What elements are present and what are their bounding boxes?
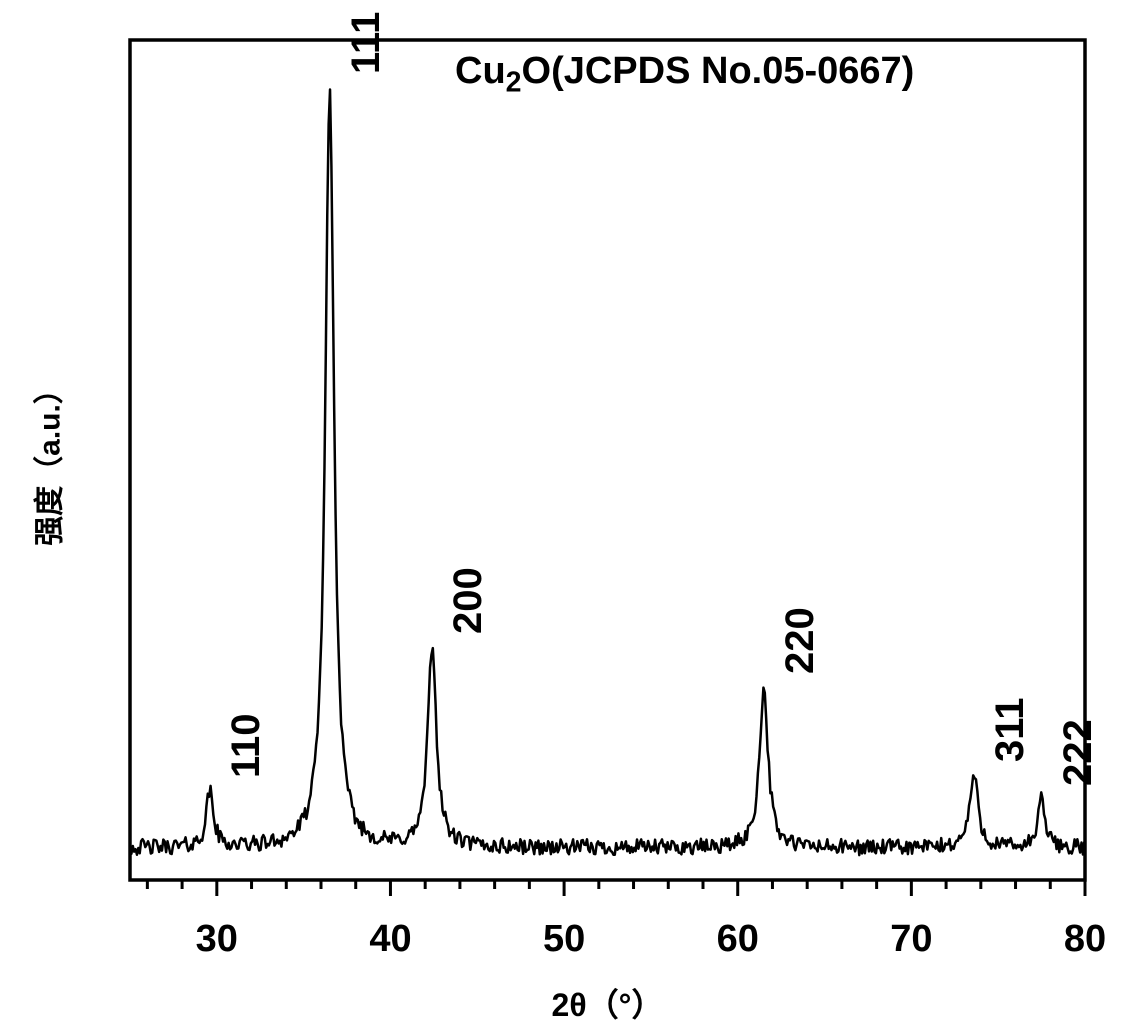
peak-label-220: 220: [778, 607, 823, 674]
x-tick-label: 80: [1064, 918, 1106, 961]
x-tick-label: 50: [543, 918, 585, 961]
peak-label-200: 200: [446, 567, 491, 634]
x-axis-label: 2θ（°）: [552, 980, 664, 1026]
xrd-chart: 30 40 50 60 70 80 110 111 200 220 311 222 Cu2O(JCPDS…: [0, 0, 1126, 1036]
peak-label-311: 311: [988, 697, 1033, 762]
peak-label-222: 222: [1056, 719, 1101, 786]
x-tick-label: 60: [717, 918, 759, 961]
y-axis-label: 强度（a.u.）: [24, 374, 68, 546]
x-tick-label: 40: [369, 918, 411, 961]
chart-legend: Cu2O(JCPDS No.05-0667): [455, 50, 914, 100]
chart-svg: [0, 0, 1126, 1036]
x-tick-label: 70: [890, 918, 932, 961]
x-tick-label: 30: [196, 918, 238, 961]
peak-label-111: 111: [344, 12, 389, 74]
peak-label-110: 110: [224, 713, 269, 778]
